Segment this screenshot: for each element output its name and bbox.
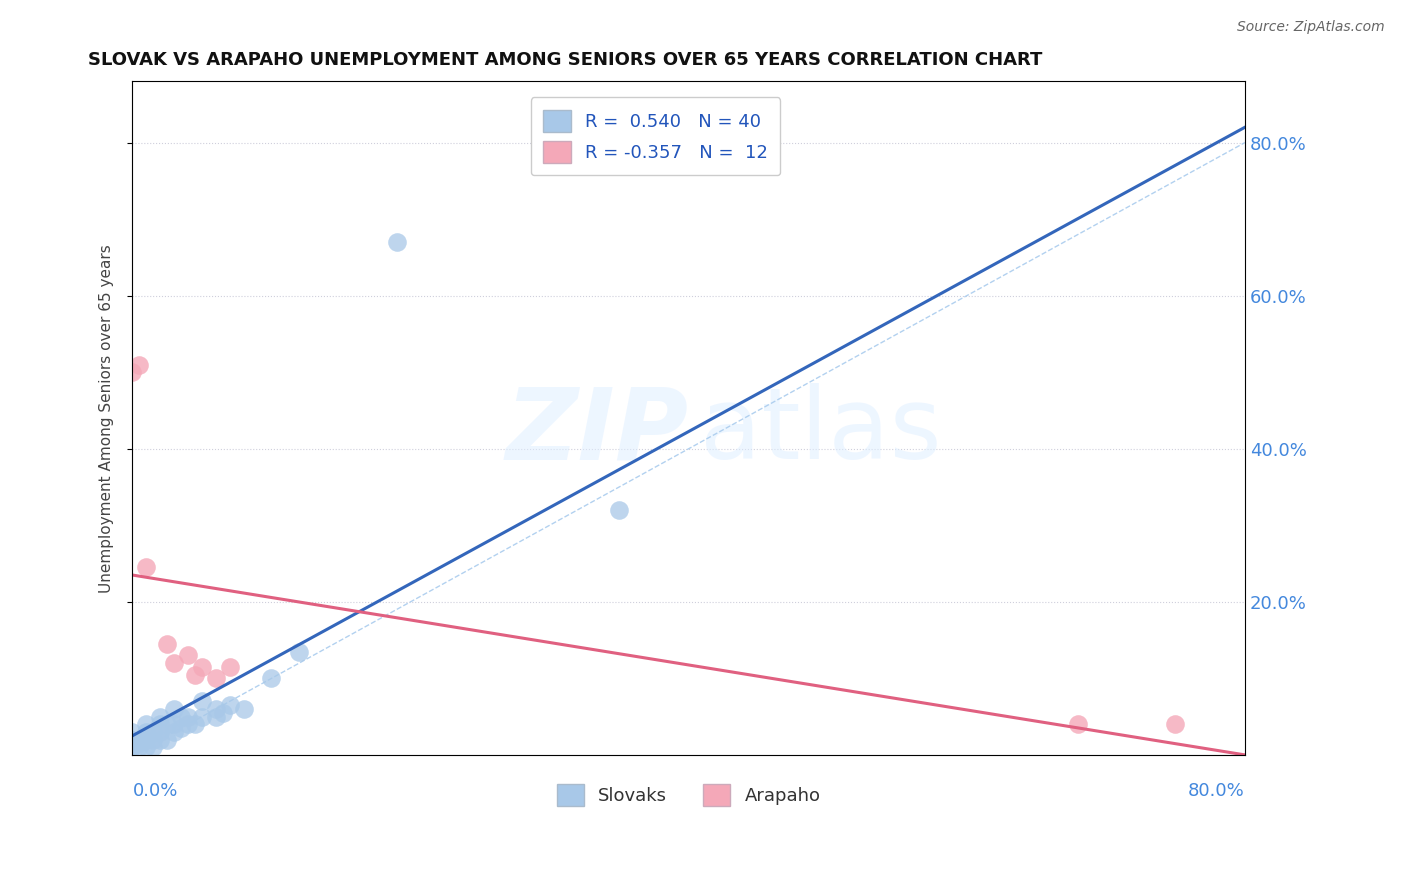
Point: [288, 644, 311, 658]
Point: [218, 660, 240, 674]
Point: [121, 732, 143, 747]
Point: [149, 732, 172, 747]
Point: [163, 717, 186, 731]
Point: [128, 732, 150, 747]
Point: [121, 725, 143, 739]
Point: [184, 717, 207, 731]
Point: [1067, 717, 1090, 731]
Point: [177, 709, 200, 723]
Point: [232, 702, 254, 716]
Point: [135, 725, 157, 739]
Legend: Slovaks, Arapaho: Slovaks, Arapaho: [550, 777, 828, 814]
Point: [142, 725, 165, 739]
Point: [156, 732, 179, 747]
Point: [205, 671, 228, 685]
Point: [135, 560, 157, 574]
Point: [156, 717, 179, 731]
Point: [184, 667, 207, 681]
Point: [191, 694, 214, 708]
Point: [260, 671, 283, 685]
Point: [121, 732, 143, 747]
Point: [163, 656, 186, 670]
Point: [149, 717, 172, 731]
Point: [142, 740, 165, 755]
Point: [1164, 717, 1187, 731]
Point: [128, 736, 150, 750]
Point: [163, 702, 186, 716]
Point: [135, 717, 157, 731]
Text: 80.0%: 80.0%: [1188, 782, 1244, 800]
Y-axis label: Unemployment Among Seniors over 65 years: Unemployment Among Seniors over 65 years: [100, 244, 114, 592]
Point: [121, 365, 143, 379]
Point: [156, 637, 179, 651]
Point: [135, 732, 157, 747]
Point: [142, 732, 165, 747]
Text: ZIP: ZIP: [506, 383, 689, 480]
Point: [205, 709, 228, 723]
Point: [385, 235, 408, 249]
Point: [128, 358, 150, 372]
Point: [163, 725, 186, 739]
Point: [170, 721, 193, 735]
Point: [177, 648, 200, 663]
Point: [121, 740, 143, 755]
Point: [149, 709, 172, 723]
Point: [218, 698, 240, 713]
Point: [205, 702, 228, 716]
Point: [135, 740, 157, 755]
Point: [177, 717, 200, 731]
Point: [121, 740, 143, 755]
Text: 0.0%: 0.0%: [132, 782, 177, 800]
Text: Source: ZipAtlas.com: Source: ZipAtlas.com: [1237, 20, 1385, 34]
Point: [128, 740, 150, 755]
Text: SLOVAK VS ARAPAHO UNEMPLOYMENT AMONG SENIORS OVER 65 YEARS CORRELATION CHART: SLOVAK VS ARAPAHO UNEMPLOYMENT AMONG SEN…: [89, 51, 1042, 69]
Point: [149, 725, 172, 739]
Point: [607, 503, 630, 517]
Point: [191, 660, 214, 674]
Text: atlas: atlas: [700, 383, 942, 480]
Point: [191, 709, 214, 723]
Point: [211, 706, 233, 720]
Point: [170, 709, 193, 723]
